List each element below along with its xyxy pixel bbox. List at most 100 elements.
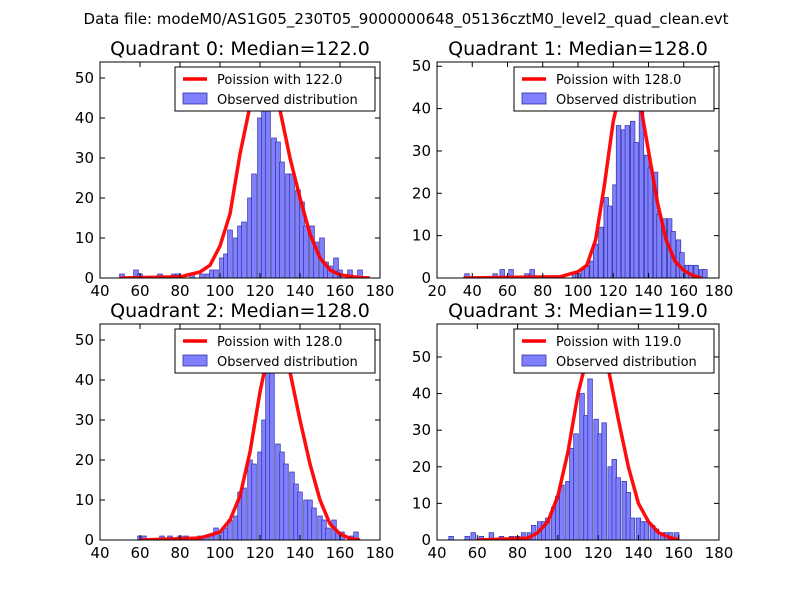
x-tick-label: 100 [206,544,235,562]
x-tick-label: 20 [427,282,446,300]
x-tick-label: 160 [664,544,693,562]
histogram-bar [313,241,319,278]
legend-curve-label: Poission with 128.0 [556,73,681,88]
y-tick-label: 20 [412,184,431,202]
histogram-bar [241,221,247,278]
histogram-bar [598,226,604,278]
legend: Poission with 128.0 Observed distribution [174,328,376,374]
plot-area [448,333,680,540]
histogram-bar [199,273,205,278]
histogram-bar [311,507,317,540]
subplot-title: Quadrant 1: Median=128.0 [448,38,708,60]
histogram-bar [601,422,607,540]
histogram-bar [661,218,668,278]
legend-bars-label: Observed distribution [217,355,358,370]
y-tick-label: 40 [412,100,431,118]
histogram-bar [647,167,653,278]
legend-box [174,66,376,112]
histogram-bar [615,477,621,540]
x-tick-label: 180 [366,282,395,300]
legend-box [513,66,715,112]
subplot-title: Quadrant 0: Median=122.0 [110,38,370,60]
y-tick-label: 30 [412,421,431,439]
x-tick-label: 40 [463,282,482,300]
y-tick-label: 30 [412,142,431,160]
y-tick-label: 50 [75,331,94,349]
histogram-bar [357,269,363,278]
histogram-bar [251,463,257,540]
histogram-bar [227,229,233,278]
histogram-bar [269,347,275,540]
figure-title: Data file: modeM0/AS1G05_230T05_90000006… [84,10,729,29]
y-tick-label: 0 [84,531,94,549]
histogram-bar [303,225,309,278]
histogram-bar [213,269,219,278]
legend-curve-label: Poission with 128.0 [217,335,342,350]
x-tick-label: 80 [533,282,552,300]
x-tick-label: 120 [246,544,275,562]
legend-bars-swatch [521,92,547,105]
legend-bars-label: Observed distribution [556,355,697,370]
y-tick-label: 40 [412,385,431,403]
histogram-bar [241,487,247,540]
histogram-bar [119,273,125,278]
histogram-bar [625,492,632,540]
x-tick-label: 160 [669,282,698,300]
y-tick-label: 10 [412,227,431,245]
x-tick-label: 120 [584,544,613,562]
y-tick-label: 20 [75,189,94,207]
y-tick-label: 10 [412,494,431,512]
histogram-bar [283,463,289,540]
y-tick-label: 50 [412,348,431,366]
x-tick-label: 100 [206,282,235,300]
y-tick-label: 40 [75,371,94,389]
subplot-quadrant-1: 20 40 60 80 100 120 140 160 180 0 10 20 30 40 50 Quadra… [412,38,733,300]
axes-frame [436,323,720,541]
legend-box [174,328,376,374]
histogram-bar [297,491,303,540]
x-tick-label: 100 [564,282,593,300]
y-tick-label: 20 [75,451,94,469]
y-tick-label: 0 [84,269,94,287]
x-tick-label: 60 [130,282,149,300]
axes-frame [99,323,381,541]
histogram-bar [464,535,470,540]
histogram-bar [607,205,613,278]
histogram-bar [333,257,339,278]
subplot-title: Quadrant 2: Median=128.0 [110,300,370,322]
y-tick-label: 0 [421,531,431,549]
histogram-bar [347,269,353,278]
histogram-bar [573,433,579,540]
x-tick-label: 180 [705,282,734,300]
histogram-bar [633,142,639,278]
x-tick-label: 80 [170,282,189,300]
histogram-bar [624,125,630,278]
histogram-bar [279,161,285,278]
x-tick-label: 40 [90,544,109,562]
histogram-bar [325,527,331,540]
histogram-bar [289,173,295,278]
y-tick-label: 50 [75,69,94,87]
legend: Poission with 128.0 Observed distribution [513,66,715,112]
y-tick-label: 40 [75,109,94,127]
legend: Poission with 119.0 Observed distribution [513,328,715,374]
legend-bars-swatch [182,92,208,105]
y-tick-label: 10 [75,229,94,247]
subplot-grid: 40 60 80 100 120 140 160 18001020304050Quadrant… [75,38,733,562]
x-tick-label: 100 [544,544,573,562]
histogram-bar [629,517,636,540]
y-tick-label: 30 [75,411,94,429]
histogram-bar [448,535,454,540]
y-tick-label: 10 [75,491,94,509]
y-tick-label: 20 [412,458,431,476]
histogram-bar [643,521,650,540]
x-tick-label: 60 [498,282,517,300]
subplot-quadrant-2: 40 60 80 100 120 140 160 180 0 10 20 30 40 50 Quadrant… [75,300,394,562]
histogram-bar [251,173,257,278]
x-tick-label: 80 [508,544,527,562]
x-tick-label: 160 [326,282,355,300]
x-tick-label: 80 [170,544,189,562]
legend-bars-label: Observed distribution [556,93,697,108]
x-tick-label: 120 [599,282,628,300]
